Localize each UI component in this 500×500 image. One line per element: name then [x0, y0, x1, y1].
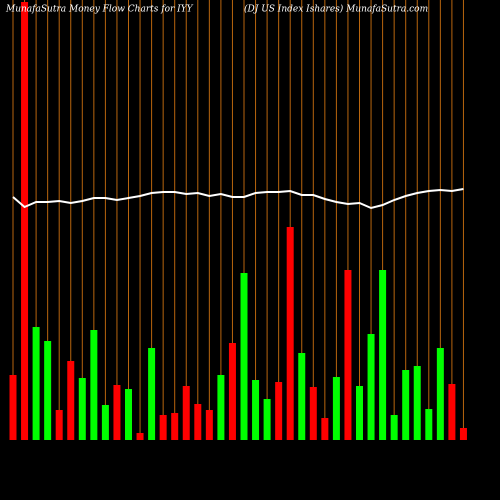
bar	[379, 270, 387, 440]
bar	[425, 409, 433, 440]
bar	[171, 413, 179, 440]
bar	[101, 405, 109, 440]
bars	[9, 2, 467, 440]
chart-subtitle: (DJ US Index Ishares) MunafaSutra.com	[244, 4, 428, 15]
bar	[448, 384, 456, 440]
bar	[356, 386, 363, 440]
bar	[159, 415, 167, 440]
bar	[113, 385, 121, 440]
bar	[286, 227, 294, 440]
bar	[298, 353, 306, 440]
bar	[367, 334, 375, 440]
bar	[32, 327, 40, 440]
bar	[205, 410, 213, 440]
bar	[309, 387, 317, 440]
bar	[21, 2, 29, 440]
bar	[413, 366, 421, 440]
bar	[275, 382, 283, 440]
bar	[78, 378, 86, 440]
bar	[252, 380, 260, 440]
bar	[390, 415, 398, 440]
line	[12, 188, 464, 210]
bar	[332, 377, 340, 440]
bar	[125, 389, 132, 440]
bar	[321, 418, 329, 440]
bar	[9, 375, 17, 440]
bar	[217, 375, 225, 440]
bar	[402, 370, 410, 440]
bar	[194, 404, 202, 440]
bar	[90, 330, 98, 440]
bar	[182, 386, 190, 440]
bar	[344, 270, 352, 440]
bar	[436, 348, 444, 440]
bar	[459, 428, 467, 440]
bar	[136, 433, 144, 440]
bar	[240, 273, 248, 440]
bar	[67, 361, 75, 440]
bar	[228, 343, 236, 440]
bar	[44, 341, 52, 440]
bar	[148, 348, 156, 440]
bar	[263, 399, 271, 440]
bar	[55, 410, 63, 440]
chart-title: MunafaSutra Money Flow Charts for IYY	[5, 5, 194, 15]
